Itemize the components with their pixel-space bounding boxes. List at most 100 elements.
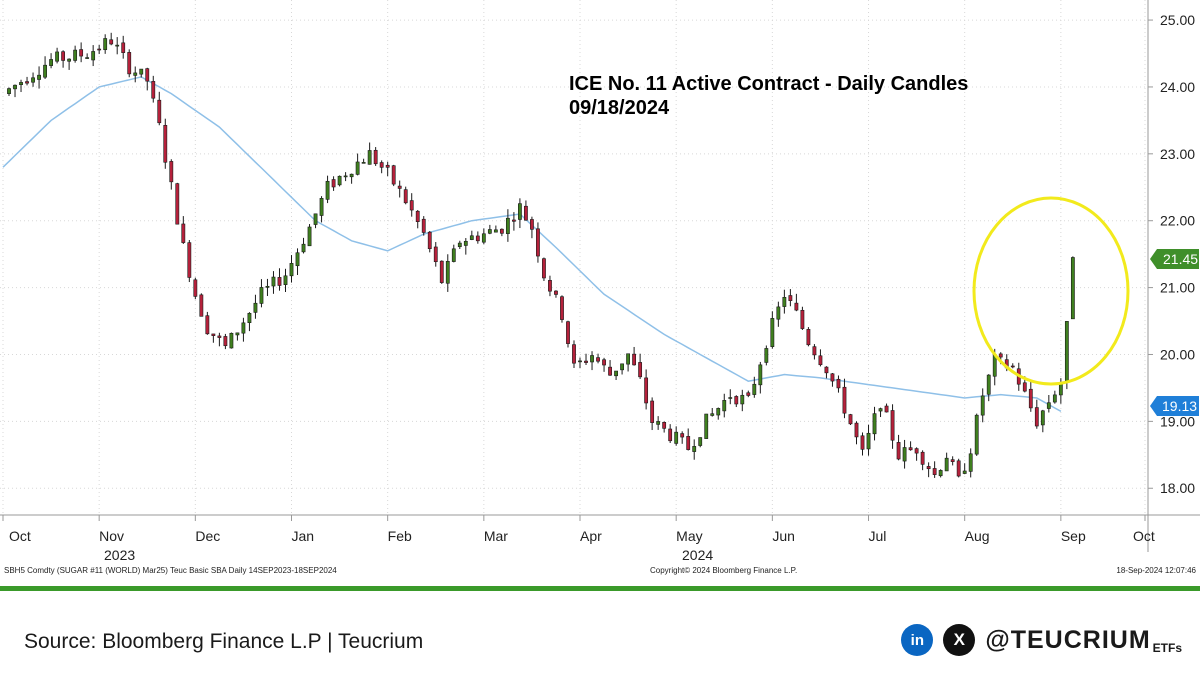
candle-body [782, 296, 787, 307]
candle-body [1052, 394, 1057, 403]
candle-up [55, 47, 59, 64]
candle-body [475, 235, 480, 242]
candle-down [554, 290, 558, 298]
candle-up [656, 416, 661, 430]
candle-up [73, 45, 78, 63]
candle-body [848, 414, 853, 425]
candle-up [139, 68, 144, 78]
candle-body [752, 383, 757, 395]
ma-value-tag: 19.13 [1150, 396, 1199, 416]
candle-up [764, 345, 769, 366]
candle-body [199, 294, 204, 317]
candle-up [451, 244, 456, 263]
candle-down [680, 431, 685, 444]
candle-body [223, 336, 228, 347]
candle-down [908, 441, 913, 451]
linkedin-icon[interactable]: in [901, 624, 934, 656]
candle-up [91, 45, 96, 67]
candle-down [584, 353, 588, 365]
candle-down [788, 289, 793, 307]
candle-body [944, 457, 949, 472]
candle-body [247, 312, 252, 323]
chart-title: ICE No. 11 Active Contract - Daily Candl… [569, 73, 968, 95]
x-axis: Oct Nov Dec Jan Feb Mar Apr May Jun Jul Aug Sep Oct 2… [2, 515, 1155, 563]
y-tick-label: 21.00 [1160, 280, 1195, 296]
candle-down [511, 212, 516, 231]
y-axis: 25.00 24.00 23.00 22.00 21.00 20.00 19.00 18.00 [1148, 12, 1195, 496]
candle-body [163, 125, 168, 163]
candle-up [337, 175, 342, 187]
candle-body [524, 205, 528, 221]
x-tick-label: Oct [1133, 528, 1155, 544]
candle-down [914, 447, 919, 461]
candle-body [277, 277, 282, 286]
candle-down [890, 404, 895, 449]
candle-up [463, 238, 468, 255]
candle-body [716, 408, 721, 416]
candle-down [800, 306, 805, 330]
candle-body [97, 48, 102, 51]
candle-body [121, 42, 126, 53]
candle-down [421, 216, 426, 236]
candle-up [902, 439, 907, 469]
candle-body [211, 333, 216, 336]
candle-up [487, 224, 492, 235]
candle-down [109, 32, 114, 46]
candle-up [1052, 390, 1057, 404]
candles-layer [7, 32, 1075, 478]
candle-body [115, 44, 120, 47]
candle-body [181, 223, 186, 243]
candle-down [403, 186, 408, 205]
candle-down [433, 242, 438, 267]
candle-body [229, 332, 234, 349]
candle-body [758, 364, 763, 386]
y-tick-label: 19.00 [1160, 413, 1195, 429]
candle-up [698, 437, 703, 448]
candle-body [950, 459, 955, 462]
x-tick-label: Sep [1061, 528, 1086, 544]
candle-up [313, 213, 318, 229]
candle-down [572, 340, 576, 369]
x-tick-label: Nov [99, 528, 124, 544]
candle-up [7, 87, 11, 96]
candle-down [650, 397, 655, 431]
candle-down [61, 50, 66, 68]
candle-body [271, 276, 276, 287]
candle-down [199, 293, 204, 317]
candle-body [343, 175, 348, 178]
candle-body [169, 161, 174, 183]
candle-down [79, 42, 84, 63]
candle-body [175, 183, 180, 225]
candle-body [55, 51, 59, 62]
y-tick-label: 23.00 [1160, 146, 1195, 162]
candle-down [187, 240, 192, 283]
candle-down [175, 182, 180, 225]
candle-body [217, 335, 222, 338]
candle-body [794, 302, 799, 311]
candle-up [85, 53, 90, 59]
candle-up [493, 225, 498, 233]
candle-body [986, 374, 991, 395]
candle-body [680, 433, 685, 438]
candle-up [518, 198, 522, 229]
brand-suffix: ETFs [1152, 640, 1182, 655]
candle-up [49, 53, 53, 69]
candle-body [1070, 257, 1075, 320]
candle-body [469, 235, 474, 240]
x-year-label: 2024 [682, 547, 713, 563]
candle-body [265, 285, 270, 288]
candle-down [842, 378, 847, 419]
moving-average-line [2, 76, 1062, 412]
candle-body [1028, 388, 1033, 409]
candle-body [415, 210, 420, 222]
candle-down [566, 320, 570, 348]
x-icon[interactable]: X [943, 624, 976, 656]
candle-body [241, 322, 246, 334]
candle-up [1046, 395, 1051, 413]
candle-up [241, 317, 246, 342]
candle-up [938, 469, 943, 478]
candle-body [644, 377, 649, 404]
candle-up [716, 407, 721, 420]
candle-up [481, 228, 486, 245]
candle-body [157, 99, 162, 124]
